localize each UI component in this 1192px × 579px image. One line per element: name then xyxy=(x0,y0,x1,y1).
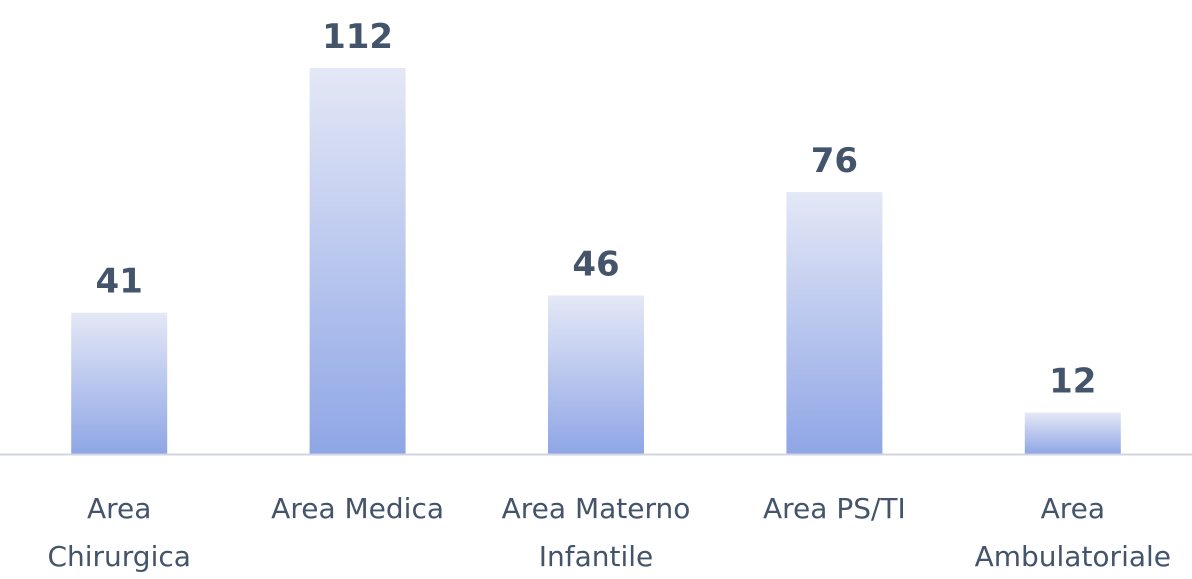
data-label: 12 xyxy=(1049,362,1096,402)
category-label: Area Ambulatoriale xyxy=(975,492,1171,573)
bar xyxy=(1024,412,1121,454)
category-labels-group: Area Chirurgica Area Medica Area Materno Inf… xyxy=(47,492,1171,573)
category-label: Area PS/TI xyxy=(763,492,906,525)
data-label: 76 xyxy=(811,141,858,181)
category-label-line: Infantile xyxy=(539,540,654,573)
data-labels-group: 41 112 46 76 12 xyxy=(96,17,1097,402)
bars-group xyxy=(71,68,1121,455)
data-label: 112 xyxy=(322,17,393,57)
category-label-line: Area xyxy=(87,492,151,525)
bar xyxy=(71,312,168,454)
data-label: 41 xyxy=(96,262,143,302)
bar xyxy=(786,192,883,455)
data-label: 46 xyxy=(572,244,619,284)
category-label-line: Area xyxy=(1041,492,1105,525)
category-label-line: Area PS/TI xyxy=(763,492,906,525)
category-label: Area Chirurgica xyxy=(47,492,190,573)
bar xyxy=(548,295,644,454)
bar xyxy=(309,68,406,454)
category-label-line: Ambulatoriale xyxy=(975,540,1171,573)
category-label-line: Area Materno xyxy=(502,492,691,525)
category-label: Area Medica xyxy=(271,492,444,525)
category-label-line: Chirurgica xyxy=(47,540,190,573)
category-label: Area Materno Infantile xyxy=(502,492,691,573)
category-label-line: Area Medica xyxy=(271,492,444,525)
